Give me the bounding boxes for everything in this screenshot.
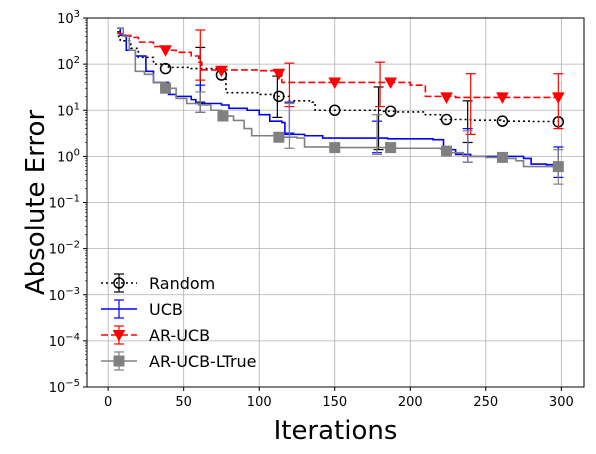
data-point: [272, 68, 286, 81]
data-point: [215, 65, 228, 78]
x-tick-label: 100: [247, 395, 272, 410]
data-point: [217, 110, 229, 122]
legend-item-random: Random: [101, 273, 215, 293]
legend-label: AR-UCB: [149, 326, 210, 345]
legend: Random UCB AR-UCB AR-UCB-LTrue: [101, 273, 257, 371]
x-axis-ticks: 0 50 100 150 200 250 300: [104, 387, 574, 410]
y-tick-label: 10−5: [49, 378, 80, 396]
data-point: [160, 82, 172, 94]
y-axis-ticks: 10−5 10−4 10−3 10−2 10−1 100 101 102 103: [49, 9, 87, 396]
data-point: [384, 105, 397, 118]
legend-label: UCB: [149, 300, 183, 319]
data-point: [384, 77, 397, 90]
data-point: [496, 115, 509, 127]
data-point: [329, 142, 341, 154]
data-point: [441, 145, 453, 157]
x-tick-label: 250: [473, 395, 498, 410]
legend-item-ar-ucb-ltrue: AR-UCB-LTrue: [101, 351, 257, 371]
data-point: [273, 131, 285, 143]
series-random: [117, 31, 565, 151]
data-point: [159, 45, 172, 57]
y-tick-label: 103: [57, 9, 80, 27]
data-point: [552, 161, 564, 173]
legend-marker: [112, 330, 126, 342]
data-series: [117, 27, 565, 185]
data-point: [496, 151, 508, 163]
y-tick-label: 10−2: [49, 240, 80, 258]
x-tick-label: 200: [398, 395, 423, 410]
x-axis-label: Iterations: [274, 416, 398, 446]
x-tick-label: 0: [104, 395, 112, 410]
y-tick-label: 102: [57, 55, 80, 73]
series-ar-ucb: [117, 29, 565, 135]
data-point: [328, 104, 341, 116]
x-tick-label: 150: [322, 395, 347, 410]
data-point: [385, 142, 397, 154]
legend-label: Random: [149, 274, 215, 293]
legend-item-ucb: UCB: [101, 299, 183, 319]
series-ar-ucb-ltrue: [117, 27, 564, 185]
data-point: [159, 62, 172, 75]
y-axis-label: Absolute Error: [21, 110, 51, 296]
legend-item-ar-ucb: AR-UCB: [101, 325, 210, 345]
data-point: [551, 92, 565, 104]
series-ucb: [117, 27, 564, 179]
data-point: [440, 113, 453, 126]
series-line-ar-ucb-ltrue: [117, 27, 559, 168]
legend-marker: [113, 277, 125, 289]
data-point: [440, 92, 453, 104]
y-tick-label: 10−4: [49, 332, 80, 350]
y-tick-label: 101: [57, 101, 80, 119]
x-tick-label: 50: [175, 395, 192, 410]
data-point: [273, 90, 285, 103]
y-tick-label: 10−3: [49, 286, 80, 304]
legend-label: AR-UCB-LTrue: [149, 352, 257, 371]
y-tick-label: 10−1: [49, 194, 80, 212]
y-tick-label: 100: [57, 147, 80, 165]
data-point: [496, 92, 509, 104]
legend-marker: [113, 355, 125, 367]
x-tick-label: 300: [549, 395, 574, 410]
data-point: [328, 77, 342, 90]
